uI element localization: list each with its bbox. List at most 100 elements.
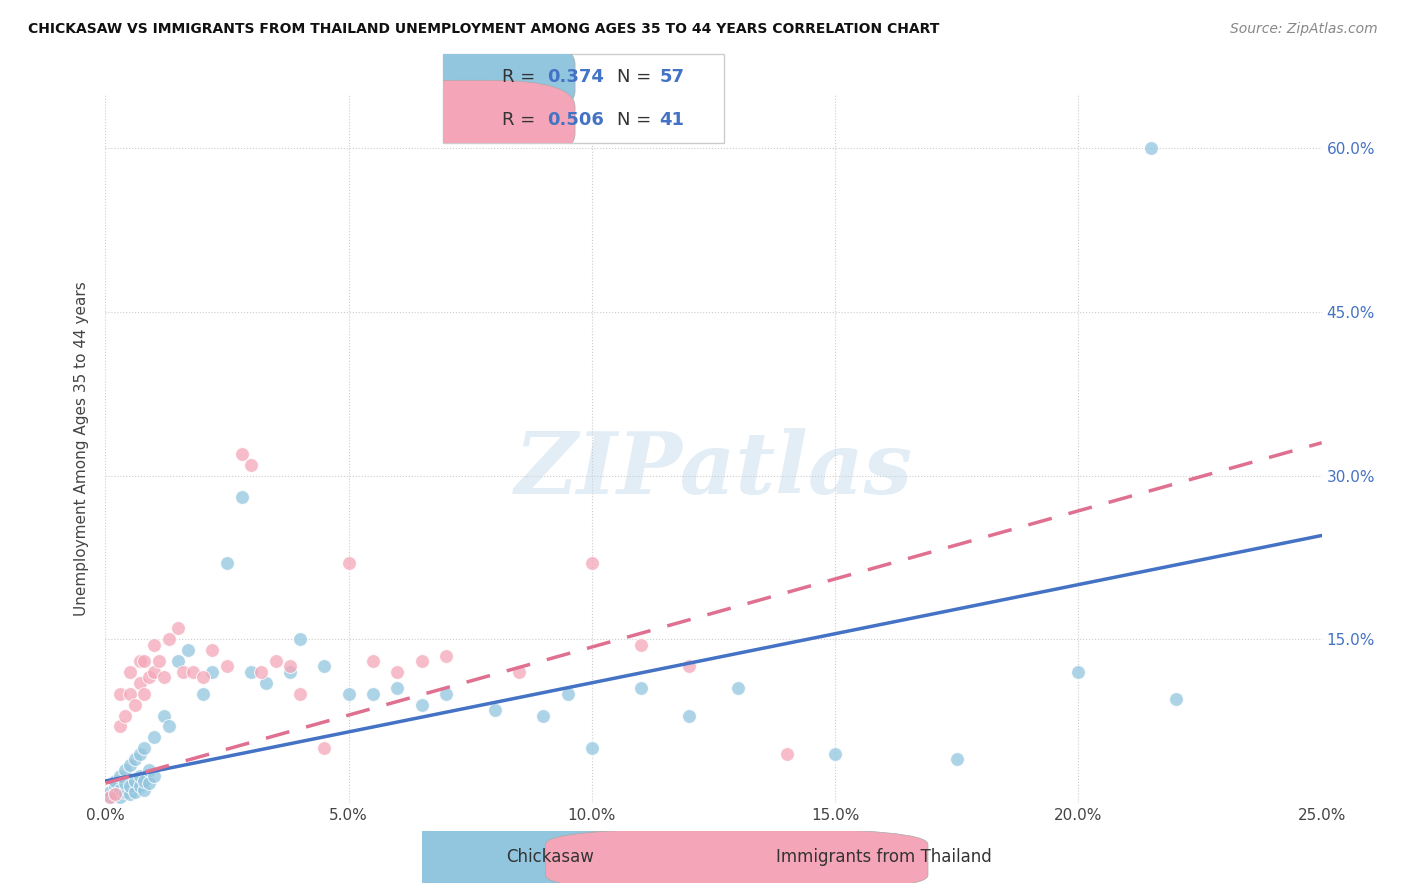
Point [264,654,287,668]
Point [231,491,253,505]
Point [167,654,190,668]
Point [361,654,384,668]
Point [118,757,141,772]
Point [118,780,141,794]
Point [134,654,156,668]
Point [411,698,433,712]
Text: Chickasaw: Chickasaw [506,848,593,866]
Point [134,687,156,701]
Point [118,665,141,679]
Text: N =: N = [617,68,657,86]
Point [143,768,166,782]
Point [288,632,311,647]
Point [678,708,700,723]
Text: 57: 57 [659,68,685,86]
Text: R =: R = [502,111,541,128]
Text: 41: 41 [659,111,685,128]
Point [727,681,749,696]
Point [124,774,146,789]
FancyBboxPatch shape [276,829,658,891]
Point [231,447,253,461]
Point [138,776,160,790]
Point [108,687,131,701]
Point [581,556,603,570]
Text: CHICKASAW VS IMMIGRANTS FROM THAILAND UNEMPLOYMENT AMONG AGES 35 TO 44 YEARS COR: CHICKASAW VS IMMIGRANTS FROM THAILAND UN… [28,22,939,37]
Point [411,654,433,668]
Text: 0.374: 0.374 [547,68,603,86]
Point [387,665,409,679]
Point [824,747,846,761]
Point [314,741,336,756]
Point [118,687,141,701]
Point [143,638,166,652]
Point [240,665,263,679]
FancyBboxPatch shape [443,54,724,143]
Text: ZIPatlas: ZIPatlas [515,428,912,511]
Point [138,670,160,684]
Point [217,556,239,570]
Point [124,752,146,766]
Point [114,776,136,790]
Text: 0.506: 0.506 [547,111,603,128]
Point [278,665,301,679]
Point [254,675,277,690]
Point [201,665,224,679]
Point [98,785,121,799]
Point [630,681,652,696]
Point [148,654,170,668]
Point [1164,692,1187,706]
Text: Immigrants from Thailand: Immigrants from Thailand [776,848,991,866]
Point [581,741,603,756]
Point [172,665,194,679]
Text: N =: N = [617,111,657,128]
Point [114,708,136,723]
Point [104,787,127,801]
Point [128,747,150,761]
Point [387,681,409,696]
Y-axis label: Unemployment Among Ages 35 to 44 years: Unemployment Among Ages 35 to 44 years [75,281,90,615]
Point [434,687,457,701]
Text: R =: R = [502,68,541,86]
Point [337,556,360,570]
FancyBboxPatch shape [370,80,575,161]
Point [508,665,530,679]
Point [104,787,127,801]
Point [434,648,457,663]
Point [361,687,384,701]
Point [630,638,652,652]
Point [484,703,506,717]
Point [128,675,150,690]
Point [531,708,554,723]
Text: Source: ZipAtlas.com: Source: ZipAtlas.com [1230,22,1378,37]
Point [201,643,224,657]
FancyBboxPatch shape [546,829,928,891]
Point [177,643,200,657]
Point [124,698,146,712]
Point [114,763,136,777]
Point [557,687,579,701]
Point [240,458,263,472]
Point [128,654,150,668]
Point [143,665,166,679]
Point [108,782,131,797]
Point [1067,665,1090,679]
Point [775,747,797,761]
Point [114,785,136,799]
Point [217,659,239,673]
Point [945,752,967,766]
Point [250,665,273,679]
Point [678,659,700,673]
Point [138,763,160,777]
Point [124,785,146,799]
Point [98,790,121,805]
Point [104,774,127,789]
Point [118,787,141,801]
Point [108,768,131,782]
Point [134,774,156,789]
Point [153,670,176,684]
FancyBboxPatch shape [370,37,575,118]
Point [157,632,180,647]
Point [104,780,127,794]
Point [191,687,214,701]
Point [128,768,150,782]
